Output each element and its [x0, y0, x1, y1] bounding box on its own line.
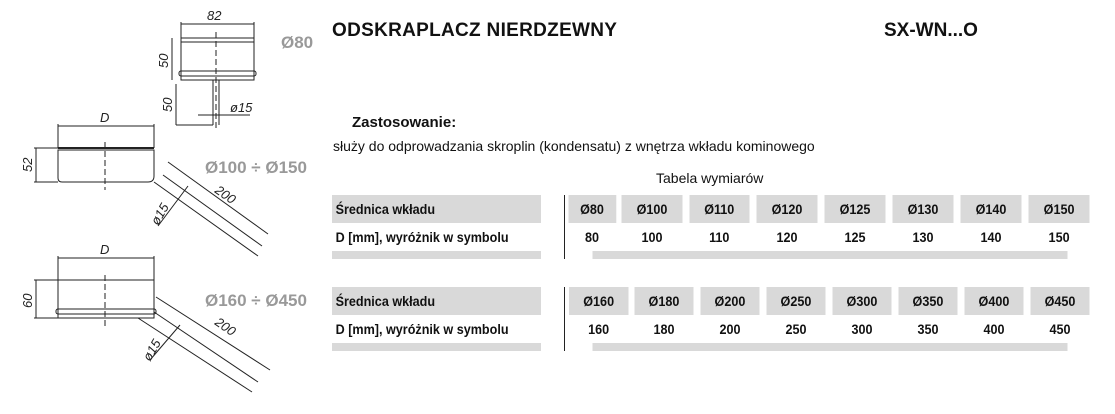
table-title: Tabela wymiarów	[656, 170, 764, 186]
cell: Ø120	[756, 195, 818, 223]
table-footer-band	[332, 251, 1093, 259]
cell: Ø140	[960, 195, 1022, 223]
dim-200: 200	[211, 182, 239, 208]
cell: 350	[917, 321, 939, 337]
cell: Ø300	[832, 287, 892, 315]
technical-drawings: 82 50 50 ø15 D 52 200 ø15 D 60 200 ø15	[20, 8, 271, 393]
cell: Ø450	[1030, 287, 1090, 315]
row-label: Średnica wkładu	[332, 195, 542, 223]
cell: Ø250	[766, 287, 826, 315]
usage-heading: Zastosowanie:	[352, 114, 457, 131]
cell: 120	[776, 229, 798, 245]
cell: 400	[983, 321, 1005, 337]
dim-82: 82	[207, 8, 222, 23]
cell: 110	[709, 229, 730, 245]
cell: 130	[912, 229, 934, 245]
cell: Ø80	[567, 195, 616, 223]
cell: Ø400	[964, 287, 1024, 315]
dim-d: D	[100, 110, 109, 125]
table-row-diameter: Średnica wkładu Ø160 Ø180 Ø200 Ø250 Ø300…	[332, 287, 1093, 315]
cell: 80	[584, 229, 599, 245]
diameter-label-o100-150: Ø100 ÷ Ø150	[205, 158, 307, 177]
cell: Ø200	[700, 287, 760, 315]
cell: 140	[980, 229, 1002, 245]
usage-text: służy do odprowadzania skroplin (kondens…	[333, 138, 815, 154]
cell: Ø125	[824, 195, 886, 223]
cell: 250	[785, 321, 807, 337]
cell: Ø180	[634, 287, 695, 315]
cell: 180	[653, 321, 675, 337]
drawing-o160-450	[34, 256, 271, 393]
row-label: D [mm], wyróżnik w symbolu	[332, 223, 542, 251]
cell: 150	[1048, 229, 1070, 245]
cell: Ø130	[892, 195, 954, 223]
cell: 300	[851, 321, 873, 337]
product-title: ODSKRAPLACZ NIERDZEWNY	[332, 20, 618, 41]
dimension-table-2: Średnica wkładu Ø160 Ø180 Ø200 Ø250 Ø300…	[332, 287, 1093, 351]
table-footer-band	[332, 343, 1093, 351]
product-code: SX-WN...O	[884, 20, 978, 41]
cell: Ø110	[689, 195, 750, 223]
dim-d-2: D	[100, 242, 109, 257]
cell: 200	[719, 321, 741, 337]
table-row-diameter: Średnica wkładu Ø80 Ø100 Ø110 Ø120 Ø125 …	[332, 195, 1093, 223]
diameter-label-o160-450: Ø160 ÷ Ø450	[205, 291, 307, 310]
cell: Ø100	[621, 195, 683, 223]
drawing-o100-150	[34, 124, 269, 257]
cell: 125	[844, 229, 866, 245]
table-row-d-mm: D [mm], wyróżnik w symbolu 160 180 200 2…	[332, 315, 1093, 343]
cell: 100	[641, 229, 663, 245]
cell: Ø160	[567, 287, 629, 315]
cell: Ø350	[898, 287, 958, 315]
dim-phi15: ø15	[230, 100, 253, 115]
cell: 450	[1049, 321, 1071, 337]
dim-phi15-3: ø15	[140, 336, 165, 364]
dim-phi15-2: ø15	[148, 200, 173, 228]
row-label: D [mm], wyróżnik w symbolu	[332, 315, 542, 343]
dim-50-top: 50	[156, 53, 171, 68]
row-label: Średnica wkładu	[332, 287, 542, 315]
dim-52: 52	[20, 157, 35, 172]
cell: Ø150	[1028, 195, 1090, 223]
dim-60: 60	[20, 293, 35, 308]
cell: 160	[587, 321, 609, 337]
diameter-label-o80: Ø80	[281, 33, 314, 52]
dimension-table-1: Średnica wkładu Ø80 Ø100 Ø110 Ø120 Ø125 …	[332, 195, 1093, 259]
table-row-d-mm: D [mm], wyróżnik w symbolu 80 100 110 12…	[332, 223, 1093, 251]
dim-50-bottom: 50	[160, 97, 175, 112]
drawing-o80	[171, 22, 257, 130]
